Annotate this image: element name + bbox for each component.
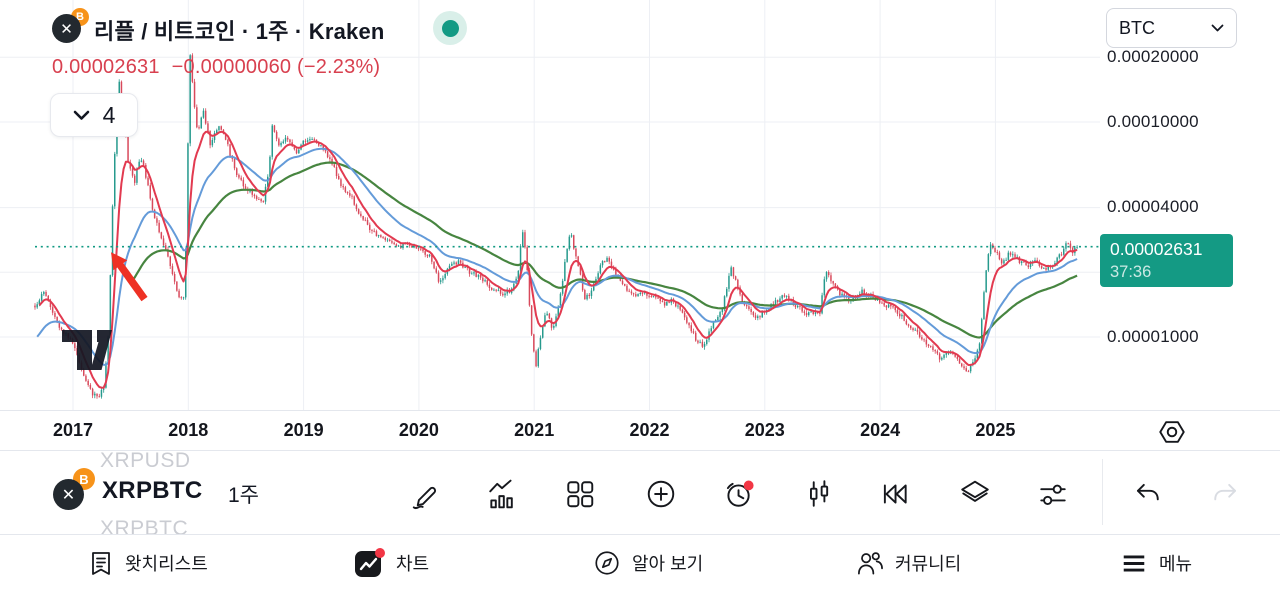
tradingview-logo-watermark [62, 330, 112, 370]
rewind-icon [883, 484, 907, 504]
object-tree-button[interactable] [958, 477, 992, 511]
current-price-value: 0.00002631 [1110, 238, 1203, 259]
redo-button[interactable] [1209, 477, 1243, 511]
price-change: −0.00000060 (−2.23%) [171, 56, 381, 78]
watchlist-icon [92, 551, 110, 575]
candlesticks-icon [809, 480, 829, 507]
chevron-down-icon [1211, 24, 1224, 31]
layers-icon [961, 480, 989, 502]
arrow-annotation [114, 259, 148, 302]
alarm-clock-icon [726, 480, 754, 507]
plus-circle-icon [647, 480, 675, 508]
price-tick: 0.00004000 [1107, 197, 1199, 217]
year-tick: 2019 [283, 420, 324, 440]
alert-badge [743, 480, 754, 491]
redo-arrow-icon [1214, 483, 1237, 501]
interval-value[interactable]: 1주 [228, 484, 259, 507]
year-tick: 2018 [168, 420, 209, 440]
xrp-coin-icon: ✕ [53, 479, 84, 510]
slow-ma [131, 161, 1078, 339]
interval-dropdown-button[interactable]: 4 [50, 93, 138, 137]
chart-type-button[interactable] [801, 477, 835, 511]
market-open-dot [441, 19, 459, 37]
nav-watchlist[interactable]: 왓치리스트 [88, 535, 208, 591]
compass-icon [595, 551, 619, 575]
price-chart[interactable] [0, 0, 1280, 451]
symbol-logo: B ✕ [53, 468, 99, 510]
chart-settings-hexagon-icon[interactable] [1156, 416, 1188, 448]
chevron-down-icon [73, 110, 89, 120]
bar-countdown: 37:36 [1110, 262, 1152, 281]
chart-tab-icon [355, 548, 385, 577]
year-tick: 2024 [860, 420, 901, 440]
current-price-label: 0.00002631 37:36 [1100, 233, 1233, 287]
symbol-picker-prev[interactable]: XRPUSD [100, 451, 191, 472]
last-price: 0.00002631 [52, 56, 160, 78]
year-tick: 2022 [629, 420, 670, 440]
bar-replay-button[interactable] [878, 477, 912, 511]
symbol-logo: B ✕ [52, 8, 96, 46]
draw-button[interactable] [408, 477, 442, 511]
nav-community[interactable]: 커뮤니티 [855, 535, 961, 591]
nav-chart-active[interactable]: 차트 [353, 535, 429, 591]
year-tick: 2025 [975, 420, 1016, 440]
add-button[interactable] [644, 477, 678, 511]
grid-icon [567, 481, 594, 508]
year-tick: 2023 [744, 420, 785, 440]
price-tick: 0.00020000 [1107, 46, 1199, 66]
pencil-icon [412, 486, 437, 510]
undo-arrow-icon [1136, 483, 1159, 501]
price-header: 0.00002631 −0.00000060 (−2.23%) [52, 56, 380, 79]
hamburger-menu-icon [1123, 555, 1145, 571]
symbol-picker-next[interactable]: XRPBTC [100, 517, 189, 534]
chart-toolbar: XRPUSD XRPBTC B ✕ XRPBTC 1주 [0, 451, 1280, 534]
year-tick: 2017 [52, 420, 94, 440]
indicators-chart-icon [489, 479, 513, 509]
year-tick: 2020 [398, 420, 439, 440]
alerts-button[interactable] [721, 477, 755, 511]
bottom-navigation: 왓치리스트 차트 알아 보기 커뮤니티 [0, 534, 1280, 591]
xrp-coin-icon: ✕ [52, 14, 81, 43]
sliders-icon [1040, 484, 1066, 505]
quote-currency-value: BTC [1119, 17, 1155, 38]
notification-badge [375, 548, 385, 558]
symbol-title[interactable]: 리플 / 비트코인 · 1주 · Kraken [94, 19, 385, 44]
price-tick: 0.00001000 [1107, 326, 1199, 346]
symbol-name[interactable]: XRPBTC [102, 477, 203, 504]
price-tick: 0.00010000 [1107, 111, 1199, 131]
nav-explore[interactable]: 알아 보기 [593, 535, 703, 591]
indicators-button[interactable] [485, 477, 519, 511]
mid-ma [36, 147, 1078, 366]
time-axis[interactable]: 2017 2018 2019 2020 2021 2022 2023 2024 … [0, 410, 1280, 451]
nav-menu[interactable]: 메뉴 [1120, 535, 1192, 591]
people-icon [858, 551, 883, 574]
layout-templates-button[interactable] [563, 477, 597, 511]
quote-currency-select[interactable]: BTC [1106, 8, 1237, 48]
interval-dropdown-value: 4 [102, 101, 116, 128]
toolbar-divider [1102, 459, 1103, 525]
chart-settings-button[interactable] [1036, 477, 1070, 511]
fast-ma [38, 130, 1078, 389]
market-status-indicator[interactable] [433, 11, 467, 45]
year-tick: 2021 [514, 420, 555, 440]
arrow-annotation-head [111, 252, 128, 271]
undo-button[interactable] [1130, 477, 1164, 511]
